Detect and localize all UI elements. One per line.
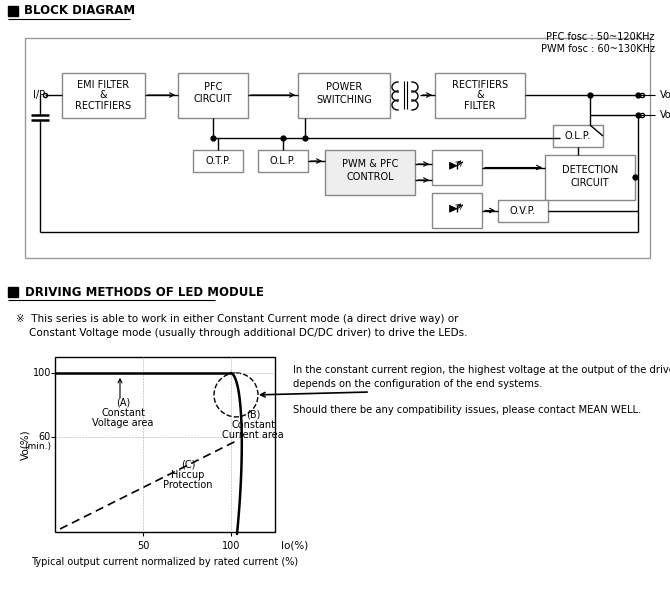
Bar <box>545 155 635 200</box>
Text: PWM & PFC: PWM & PFC <box>342 159 398 169</box>
Text: Vo(%): Vo(%) <box>20 429 30 460</box>
Bar <box>432 193 482 228</box>
Text: SWITCHING: SWITCHING <box>316 95 372 105</box>
Polygon shape <box>450 205 457 212</box>
Bar <box>498 200 548 222</box>
Text: 100: 100 <box>222 541 240 551</box>
Text: I/P: I/P <box>33 90 45 100</box>
Text: 50: 50 <box>137 541 149 551</box>
Text: Typical output current normalized by rated current (%): Typical output current normalized by rat… <box>31 557 299 567</box>
Text: Voltage area: Voltage area <box>92 418 153 428</box>
Text: &: & <box>100 90 107 100</box>
Text: ※  This series is able to work in either Constant Current mode (a direct drive w: ※ This series is able to work in either … <box>16 314 468 338</box>
Bar <box>553 125 603 147</box>
Text: RECTIFIERS: RECTIFIERS <box>76 101 131 111</box>
Text: In the constant current region, the highest voltage at the output of the driver
: In the constant current region, the high… <box>293 365 670 389</box>
Text: Io(%): Io(%) <box>281 540 308 550</box>
Text: Constant: Constant <box>101 408 145 418</box>
Text: CIRCUIT: CIRCUIT <box>571 178 609 188</box>
Bar <box>193 150 243 172</box>
Bar <box>8 287 18 297</box>
Text: FILTER: FILTER <box>464 101 496 111</box>
Text: (C): (C) <box>181 459 195 470</box>
Text: O.T.P.: O.T.P. <box>205 156 230 166</box>
Bar <box>8 6 18 16</box>
Text: Vo-: Vo- <box>660 110 670 120</box>
Text: DETECTION: DETECTION <box>562 165 618 175</box>
Text: POWER: POWER <box>326 82 362 92</box>
Text: 100: 100 <box>33 368 51 378</box>
Text: Protection: Protection <box>163 480 213 489</box>
Text: Vo+: Vo+ <box>660 90 670 100</box>
Bar <box>62 73 145 118</box>
Bar <box>325 150 415 195</box>
Bar <box>298 73 390 118</box>
Text: O.L.P.: O.L.P. <box>565 131 591 141</box>
Text: Should there be any compatibility issues, please contact MEAN WELL.: Should there be any compatibility issues… <box>293 405 641 415</box>
Text: O.V.P.: O.V.P. <box>510 206 536 216</box>
Bar <box>55 357 275 532</box>
Text: Current area: Current area <box>222 430 284 440</box>
Bar <box>178 73 248 118</box>
Text: Constant: Constant <box>231 420 275 430</box>
Text: Hiccup: Hiccup <box>172 470 205 480</box>
Bar <box>435 73 525 118</box>
Text: BLOCK DIAGRAM: BLOCK DIAGRAM <box>24 4 135 18</box>
Text: (A): (A) <box>116 398 130 408</box>
Text: PFC fosc : 50~120KHz
PWM fosc : 60~130KHz: PFC fosc : 50~120KHz PWM fosc : 60~130KH… <box>541 32 655 53</box>
Text: EMI FILTER: EMI FILTER <box>78 80 129 90</box>
Text: RECTIFIERS: RECTIFIERS <box>452 80 508 90</box>
Bar <box>258 150 308 172</box>
Text: DRIVING METHODS OF LED MODULE: DRIVING METHODS OF LED MODULE <box>25 286 264 298</box>
Text: &: & <box>476 90 484 100</box>
Text: CIRCUIT: CIRCUIT <box>194 94 232 104</box>
Bar <box>25 38 650 258</box>
Text: CONTROL: CONTROL <box>346 172 394 182</box>
Polygon shape <box>450 162 457 169</box>
Text: (B): (B) <box>246 410 260 420</box>
Text: 60: 60 <box>39 432 51 441</box>
Bar <box>432 150 482 185</box>
Text: (min.): (min.) <box>24 442 51 451</box>
Text: O.L.P.: O.L.P. <box>270 156 296 166</box>
Text: PFC: PFC <box>204 82 222 92</box>
